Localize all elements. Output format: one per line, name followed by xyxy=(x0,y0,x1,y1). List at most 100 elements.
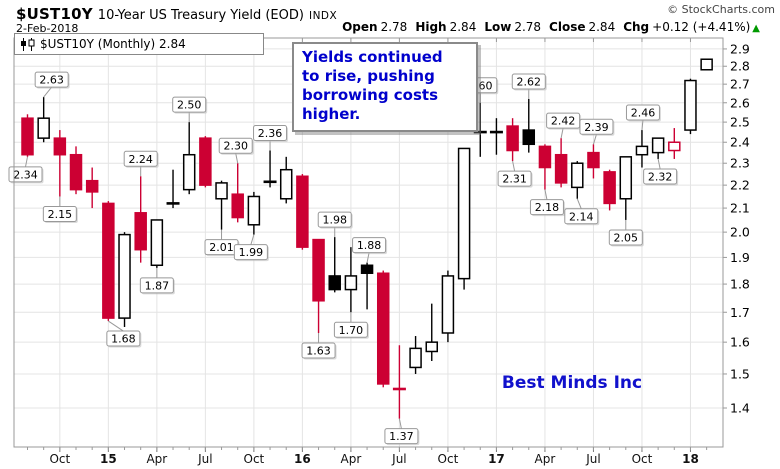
candle xyxy=(651,137,665,159)
candle xyxy=(441,270,455,343)
price-callout: 2.30 xyxy=(218,137,254,164)
price-callout-value: 2.36 xyxy=(258,127,283,140)
x-axis-label: 18 xyxy=(682,452,699,466)
price-callout-value: 2.42 xyxy=(551,115,576,128)
candle xyxy=(21,114,34,157)
candle xyxy=(53,130,67,197)
candle xyxy=(603,169,616,211)
y-axis-label: 1.8 xyxy=(730,277,750,292)
candle xyxy=(69,146,83,195)
plot-frame xyxy=(13,37,724,448)
ohlc-quote-row: Open 2.78 High 2.84 Low 2.78 Close 2.84 Chg +0.12… xyxy=(342,20,760,34)
price-callout-value: 2.30 xyxy=(223,140,248,153)
y-axis-label: 1.6 xyxy=(730,335,750,350)
price-callout: 2.31 xyxy=(497,160,533,188)
price-callout: 1.68 xyxy=(106,320,142,348)
chart-date: 2-Feb-2018 xyxy=(16,22,79,35)
x-axis-label: Oct xyxy=(438,452,459,466)
price-callout: 2.01 xyxy=(204,229,240,257)
price-callout-value: 1.70 xyxy=(339,324,364,337)
candle xyxy=(150,219,164,268)
price-callout-value: 2.24 xyxy=(128,153,153,166)
annotation-line: to rise, pushing xyxy=(302,67,435,85)
x-axis-label: Jul xyxy=(197,452,212,466)
candle xyxy=(506,118,519,162)
candle xyxy=(328,237,341,293)
candle xyxy=(360,262,374,310)
price-callout: 2.46 xyxy=(625,104,661,131)
price-callout-value: 1.99 xyxy=(239,246,264,259)
candle xyxy=(425,303,438,361)
price-callout-value: 2.18 xyxy=(535,201,560,214)
candlestick-icon xyxy=(21,37,35,51)
price-callout-value: 2.31 xyxy=(502,173,527,186)
price-callout-value: 2.63 xyxy=(39,74,64,87)
price-callout: 1.87 xyxy=(139,267,175,295)
annotation-callout: Yields continued to rise, pushing borrow… xyxy=(292,42,478,132)
price-callout: 1.88 xyxy=(352,237,388,263)
price-callout: 2.32 xyxy=(643,158,679,186)
y-axis-label: 2.8 xyxy=(730,59,750,74)
candle xyxy=(635,130,649,168)
watermark-text: Best Minds Inc xyxy=(501,373,643,393)
open-value: 2.78 xyxy=(380,20,408,34)
y-axis-label: 2.1 xyxy=(730,201,750,216)
candle xyxy=(263,150,277,188)
price-callouts-layer: 2.34 2.63 2.15 1.68 2.24 1.87 2.50 2.01 2.30 1.99… xyxy=(8,71,679,446)
x-axis-label: Jul xyxy=(391,452,406,466)
candle xyxy=(199,136,212,188)
price-callout-value: 1.68 xyxy=(111,333,136,346)
price-callout-value: 2.46 xyxy=(631,107,656,120)
y-axis-label: 2.5 xyxy=(730,115,750,130)
y-axis-label: 2.0 xyxy=(730,225,750,240)
price-callout: 2.42 xyxy=(546,112,582,139)
candle xyxy=(684,78,697,135)
y-axis-label: 2.7 xyxy=(730,77,750,92)
chart-legend: $UST10Y (Monthly) 2.84 xyxy=(14,33,264,55)
close-value: 2.84 xyxy=(588,20,616,34)
price-callout: 2.05 xyxy=(608,219,644,247)
stockcharts-copyright: © StockCharts.com xyxy=(667,3,775,16)
price-callout: 2.24 xyxy=(123,150,159,177)
candle xyxy=(489,118,503,155)
price-callout-value: 2.34 xyxy=(13,168,38,181)
open-label: Open xyxy=(342,20,378,34)
change-value: +0.12 (+4.41%) xyxy=(652,20,751,34)
price-callout-value: 2.62 xyxy=(517,75,542,88)
price-callout: 2.15 xyxy=(42,196,78,223)
instrument-name: 10-Year US Treasury Yield (EOD) xyxy=(97,8,304,23)
price-callout: 2.18 xyxy=(529,189,565,217)
x-axis-label: Apr xyxy=(535,452,556,466)
y-axis-label: 1.4 xyxy=(730,400,750,415)
candle xyxy=(457,147,471,290)
price-callout-value: 2.14 xyxy=(569,210,594,223)
candle xyxy=(118,232,131,327)
candle xyxy=(37,97,50,143)
candle xyxy=(376,270,390,388)
y-axis-label: 2.6 xyxy=(730,95,750,110)
price-callout: 2.36 xyxy=(253,125,289,151)
axis-labels: 2.9 2.8 2.7 2.6 2.5 2.4 2.3 2.2 2.1 2.0 1.9 1.8 1.7 1… xyxy=(49,41,749,466)
y-axis-label: 2.3 xyxy=(730,156,750,171)
candle xyxy=(619,156,633,220)
high-value: 2.84 xyxy=(449,20,477,34)
candle xyxy=(215,180,228,230)
low-value: 2.78 xyxy=(514,20,542,34)
price-callout: 1.99 xyxy=(233,234,269,262)
price-callout-value: 2.32 xyxy=(648,170,673,183)
annotation-line: borrowing costs xyxy=(302,86,439,104)
x-axis-label: Oct xyxy=(632,452,653,466)
candle xyxy=(312,238,325,333)
y-axis-label: 2.2 xyxy=(730,178,750,193)
symbol-text: $UST10Y xyxy=(16,5,93,23)
candle xyxy=(571,161,584,199)
y-axis-label: 1.7 xyxy=(730,305,750,320)
price-callout-value: 2.15 xyxy=(48,208,73,221)
price-callout-value: 2.39 xyxy=(584,121,609,134)
x-axis-label: Oct xyxy=(244,452,265,466)
candle xyxy=(538,144,552,190)
exchange-label: INDX xyxy=(308,10,338,22)
high-label: High xyxy=(415,20,447,34)
candle xyxy=(134,176,147,263)
